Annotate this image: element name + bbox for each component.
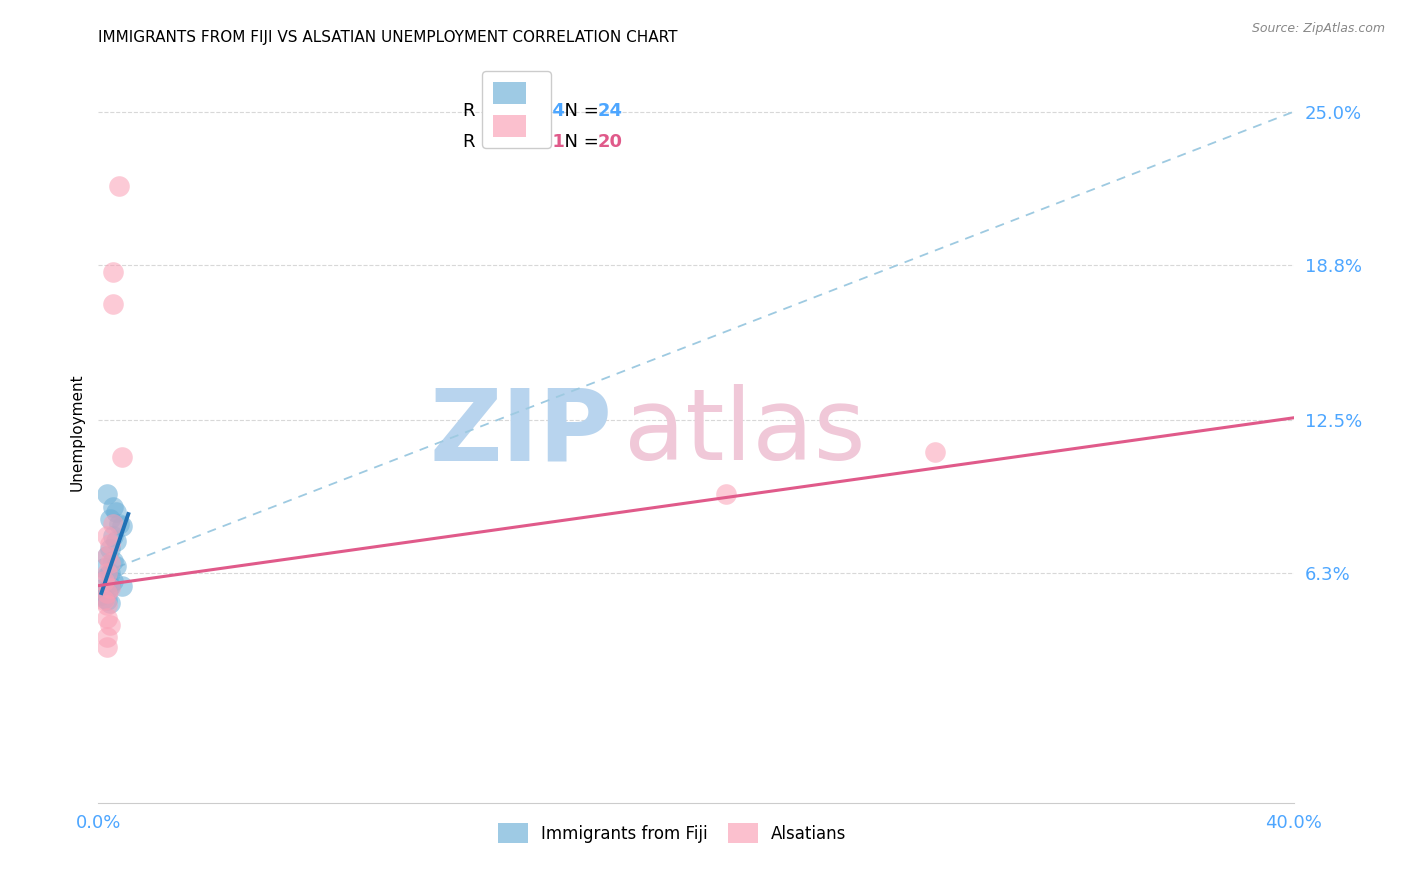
Point bbox=[103, 265, 125, 279]
Point bbox=[105, 505, 128, 519]
Text: 0.634: 0.634 bbox=[509, 102, 565, 120]
Point bbox=[93, 574, 115, 588]
Point bbox=[108, 516, 131, 531]
Text: 20: 20 bbox=[598, 134, 623, 152]
Point bbox=[96, 611, 118, 625]
Point bbox=[714, 487, 737, 501]
Point bbox=[98, 512, 122, 526]
Point bbox=[98, 541, 122, 556]
Y-axis label: Unemployment: Unemployment bbox=[69, 374, 84, 491]
Point bbox=[90, 589, 112, 603]
Point bbox=[108, 178, 131, 193]
Point bbox=[96, 549, 118, 563]
Point bbox=[96, 599, 118, 613]
Point bbox=[103, 554, 125, 568]
Point bbox=[96, 586, 118, 600]
Point bbox=[96, 568, 118, 582]
Text: Source: ZipAtlas.com: Source: ZipAtlas.com bbox=[1251, 22, 1385, 36]
Point bbox=[103, 516, 125, 531]
Point bbox=[98, 566, 122, 581]
Point bbox=[96, 487, 118, 501]
Point bbox=[105, 534, 128, 549]
Point bbox=[93, 581, 115, 595]
Text: R =: R = bbox=[463, 102, 502, 120]
Point bbox=[103, 500, 125, 514]
Point bbox=[924, 445, 946, 459]
Point bbox=[93, 561, 115, 575]
Point bbox=[111, 450, 134, 465]
Point bbox=[98, 618, 122, 632]
Text: ZIP: ZIP bbox=[429, 384, 613, 481]
Point bbox=[98, 581, 122, 595]
Point bbox=[96, 640, 118, 655]
Text: R =: R = bbox=[463, 134, 502, 152]
Point bbox=[93, 593, 115, 607]
Point bbox=[103, 297, 125, 311]
Point bbox=[96, 529, 118, 543]
Point bbox=[98, 596, 122, 610]
Point bbox=[111, 579, 134, 593]
Legend: Immigrants from Fiji, Alsatians: Immigrants from Fiji, Alsatians bbox=[491, 816, 853, 850]
Point bbox=[96, 549, 118, 563]
Point bbox=[103, 574, 125, 588]
Point bbox=[96, 631, 118, 645]
Point bbox=[98, 536, 122, 550]
Point bbox=[93, 591, 115, 605]
Text: 24: 24 bbox=[598, 102, 623, 120]
Point bbox=[98, 579, 122, 593]
Text: N =: N = bbox=[553, 134, 605, 152]
Point bbox=[105, 558, 128, 573]
Point bbox=[96, 566, 118, 581]
Point bbox=[96, 586, 118, 600]
Text: N =: N = bbox=[553, 102, 605, 120]
Point bbox=[111, 519, 134, 533]
Point bbox=[103, 529, 125, 543]
Text: IMMIGRANTS FROM FIJI VS ALSATIAN UNEMPLOYMENT CORRELATION CHART: IMMIGRANTS FROM FIJI VS ALSATIAN UNEMPLO… bbox=[98, 29, 678, 45]
Point bbox=[96, 593, 118, 607]
Point bbox=[98, 557, 122, 571]
Text: 0.141: 0.141 bbox=[509, 134, 565, 152]
Text: atlas: atlas bbox=[624, 384, 866, 481]
